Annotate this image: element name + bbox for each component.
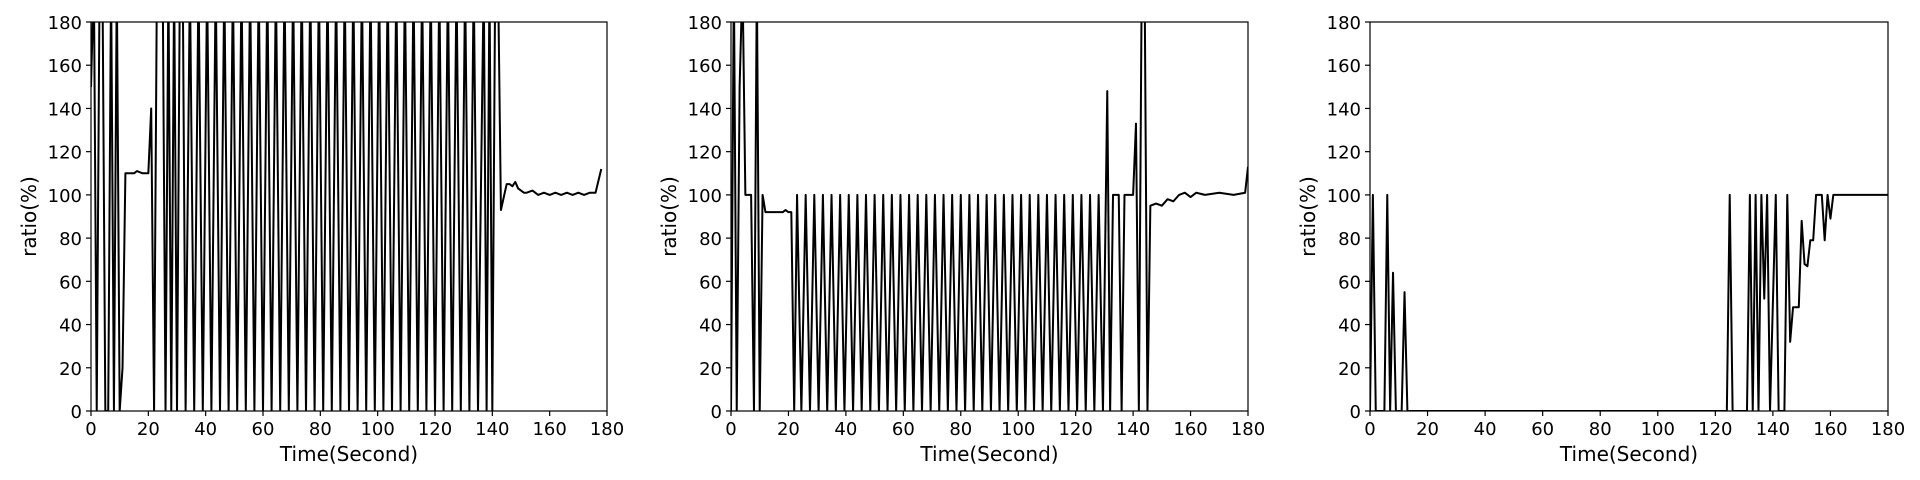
y-tick-label: 20	[699, 359, 722, 380]
x-tick-label: 20	[137, 419, 160, 440]
y-tick-label: 20	[1338, 359, 1361, 380]
x-tick-label: 40	[1474, 419, 1497, 440]
y-tick-label: 60	[1338, 272, 1361, 293]
subplot: 0 20 40 60 80 100 120 140 160 180 0 20 40 60 80 100 120 1…	[657, 13, 1265, 466]
y-tick-label: 80	[699, 229, 722, 250]
y-tick-label: 160	[1327, 56, 1361, 77]
x-tick-label: 160	[1813, 419, 1847, 440]
y-tick-label: 40	[699, 316, 722, 337]
x-tick-label: 40	[194, 419, 217, 440]
x-tick-label: 80	[309, 419, 332, 440]
y-tick-label: 0	[71, 402, 82, 423]
y-tick-label: 160	[688, 56, 722, 77]
x-tick-label: 160	[1173, 419, 1207, 440]
x-tick-label: 180	[1871, 419, 1905, 440]
y-tick-label: 0	[711, 402, 722, 423]
x-tick-label: 180	[590, 419, 624, 440]
y-tick-label: 120	[1327, 143, 1361, 164]
y-tick-label: 160	[48, 56, 82, 77]
x-tick-label: 0	[1364, 419, 1375, 440]
y-axis-label: ratio(%)	[1296, 176, 1320, 257]
y-axis-label: ratio(%)	[17, 176, 41, 257]
y-tick-label: 0	[1350, 402, 1361, 423]
data-line	[731, 22, 1248, 411]
y-tick-label: 180	[48, 13, 82, 34]
x-tick-label: 140	[1756, 419, 1790, 440]
y-tick-label: 40	[1338, 316, 1361, 337]
y-tick-label: 100	[48, 186, 82, 207]
x-tick-label: 120	[1058, 419, 1092, 440]
y-tick-label: 60	[699, 272, 722, 293]
data-line	[1370, 193, 1888, 411]
x-tick-label: 80	[1589, 419, 1612, 440]
x-tick-label: 60	[252, 419, 275, 440]
x-tick-label: 120	[418, 419, 452, 440]
x-axis-label: Time(Second)	[1559, 442, 1698, 466]
y-tick-label: 120	[688, 143, 722, 164]
y-tick-label: 140	[48, 99, 82, 120]
y-tick-label: 80	[1338, 229, 1361, 250]
x-tick-label: 0	[725, 419, 736, 440]
axes-frame	[1369, 21, 1889, 412]
x-tick-label: 60	[1531, 419, 1554, 440]
x-axis-label: Time(Second)	[919, 442, 1058, 466]
x-tick-label: 100	[1641, 419, 1675, 440]
x-tick-label: 180	[1231, 419, 1265, 440]
x-tick-label: 40	[834, 419, 857, 440]
x-tick-label: 160	[532, 419, 566, 440]
y-tick-label: 180	[1327, 13, 1361, 34]
y-axis-label: ratio(%)	[657, 176, 681, 257]
x-tick-label: 140	[475, 419, 509, 440]
x-tick-label: 60	[892, 419, 915, 440]
y-tick-label: 140	[1327, 99, 1361, 120]
y-tick-label: 100	[1327, 186, 1361, 207]
axes-frame	[730, 21, 1249, 412]
axes-frame	[90, 21, 608, 412]
x-tick-label: 140	[1116, 419, 1150, 440]
x-tick-label: 100	[360, 419, 394, 440]
data-line	[91, 22, 603, 411]
x-tick-label: 80	[949, 419, 972, 440]
x-tick-label: 100	[1001, 419, 1035, 440]
x-tick-label: 120	[1698, 419, 1732, 440]
x-tick-label: 20	[1416, 419, 1439, 440]
y-tick-label: 20	[59, 359, 82, 380]
y-tick-label: 40	[59, 316, 82, 337]
y-tick-label: 80	[59, 229, 82, 250]
x-tick-label: 0	[85, 419, 96, 440]
x-tick-label: 20	[777, 419, 800, 440]
subplot: 0 20 40 60 80 100 120 140 160 180 0 20 40 60 80 100 120 1…	[1296, 13, 1905, 466]
y-tick-label: 140	[688, 99, 722, 120]
subplot: 0 20 40 60 80 100 120 140 160 180 0 20 40 60 80 100 120 1…	[17, 13, 624, 466]
y-tick-label: 100	[688, 186, 722, 207]
x-axis-label: Time(Second)	[279, 442, 418, 466]
y-tick-label: 120	[48, 143, 82, 164]
y-tick-label: 60	[59, 272, 82, 293]
y-tick-label: 180	[688, 13, 722, 34]
